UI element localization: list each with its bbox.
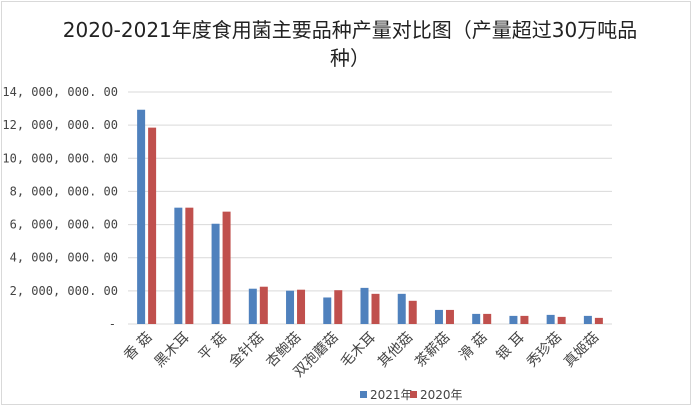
bar-2021 <box>472 313 481 324</box>
bar-2020 <box>334 290 343 324</box>
bar-2021 <box>360 287 369 324</box>
bar-2020 <box>483 313 492 324</box>
bar-2021 <box>174 207 183 324</box>
bar-2021 <box>583 315 592 324</box>
x-tick-label: 茶薪菇 <box>412 330 453 371</box>
bar-2020 <box>557 316 566 324</box>
bar-2020 <box>259 286 268 324</box>
bar-2021 <box>546 314 555 324</box>
legend-label: 2021年 <box>370 388 413 402</box>
bar-2020 <box>520 315 529 324</box>
bar-2020 <box>371 293 380 324</box>
x-tick-label: 其他菇 <box>375 330 416 371</box>
bar-2020 <box>445 309 454 324</box>
y-tick-label: 2, 000, 000. 00 <box>10 284 118 298</box>
bar-2021 <box>509 315 518 324</box>
bar-2021 <box>397 293 406 324</box>
y-tick-label: 4, 000, 000. 00 <box>10 251 118 265</box>
legend-swatch <box>360 391 367 398</box>
x-tick-label: 银 耳 <box>493 330 527 364</box>
y-tick-label: 6, 000, 000. 00 <box>10 218 118 232</box>
bar-2020 <box>185 207 194 324</box>
bar-2020 <box>594 317 603 324</box>
bar-2021 <box>286 290 295 324</box>
bar-2021 <box>211 223 220 324</box>
bar-2021 <box>323 297 332 324</box>
bar-2020 <box>148 127 157 324</box>
y-tick-label: 12, 000, 000. 00 <box>2 118 118 132</box>
legend-swatch <box>410 391 417 398</box>
bar-2020 <box>408 300 417 324</box>
x-tick-label: 毛木耳 <box>338 330 379 371</box>
y-tick-label: - <box>109 317 116 331</box>
bar-2020 <box>297 289 306 324</box>
x-tick-label: 金针菇 <box>226 330 267 371</box>
legend-label: 2020年 <box>420 388 463 402</box>
y-tick-label: 8, 000, 000. 00 <box>10 184 118 198</box>
y-tick-label: 10, 000, 000. 00 <box>2 151 118 165</box>
bar-2020 <box>222 211 231 324</box>
x-tick-label: 滑 菇 <box>456 329 491 364</box>
x-tick-label: 真姬菇 <box>561 330 602 371</box>
bar-2021 <box>248 288 257 324</box>
bar-2021 <box>137 109 146 324</box>
y-tick-label: 14, 000, 000. 00 <box>2 85 118 99</box>
x-tick-label: 黑木耳 <box>152 330 193 371</box>
x-tick-label: 香 菇 <box>121 330 155 364</box>
chart-title: 2020-2021年度食用菌主要品种产量对比图（产量超过30万吨品种） <box>62 18 638 70</box>
x-tick-label: 平 菇 <box>196 330 230 364</box>
bar-2021 <box>434 309 443 324</box>
x-tick-label: 秀珍菇 <box>524 330 565 371</box>
